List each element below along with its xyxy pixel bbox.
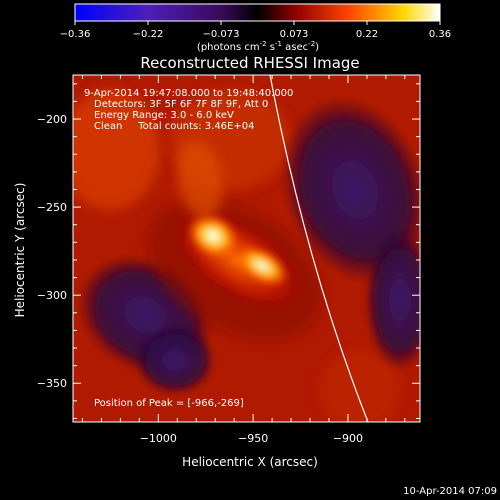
y-axis-title: Heliocentric Y (arcsec)	[13, 183, 27, 318]
energy-range-label: Energy Range: 3.0 - 6.0 keV	[94, 110, 234, 121]
colorbar-tick-label: 0.22	[356, 29, 378, 40]
colorbar-tick-label: 0.36	[429, 29, 451, 40]
peak-position-label: Position of Peak = [-966,-269]	[94, 398, 244, 409]
colorbar-ticks: −0.36 −0.22 −0.073 0.073 0.22 0.36	[60, 21, 451, 40]
colorbar-unit: (photons cm-2 s-1 asec-2)	[197, 40, 319, 53]
y-tick-label: −350	[37, 377, 67, 390]
x-tick-label: −1000	[140, 432, 177, 445]
y-tick-label: −250	[37, 201, 67, 214]
colorbar-frame	[74, 3, 441, 22]
detectors-label: Detectors: 3F 5F 6F 7F 8F 9F, Att 0	[94, 99, 268, 110]
axis-ticks: −1000 −950 −900 −200 −250 −300 −350	[37, 75, 420, 445]
colorbar	[75, 4, 440, 21]
y-tick-label: −300	[37, 289, 67, 302]
clean-counts-label: Clean Total counts: 3.46E+04	[94, 121, 254, 132]
x-axis-title: Heliocentric X (arcsec)	[182, 455, 318, 469]
x-tick-label: −900	[333, 432, 363, 445]
footer-timestamp: 10-Apr-2014 07:09	[403, 486, 497, 497]
x-tick-label: −950	[238, 432, 268, 445]
colorbar-tick-label: −0.22	[133, 29, 164, 40]
solar-limb	[269, 75, 369, 422]
chart-title: Reconstructed RHESSI Image	[140, 54, 359, 72]
y-tick-label: −200	[37, 113, 67, 126]
colorbar-tick-label: 0.073	[280, 29, 309, 40]
heatmap-image	[73, 75, 420, 422]
colorbar-tick-label: −0.36	[60, 29, 91, 40]
time-range-label: 9-Apr-2014 19:47:08.000 to 19:48:40.000	[84, 88, 293, 99]
plot-frame	[72, 74, 421, 423]
colorbar-tick-label: −0.073	[202, 29, 239, 40]
